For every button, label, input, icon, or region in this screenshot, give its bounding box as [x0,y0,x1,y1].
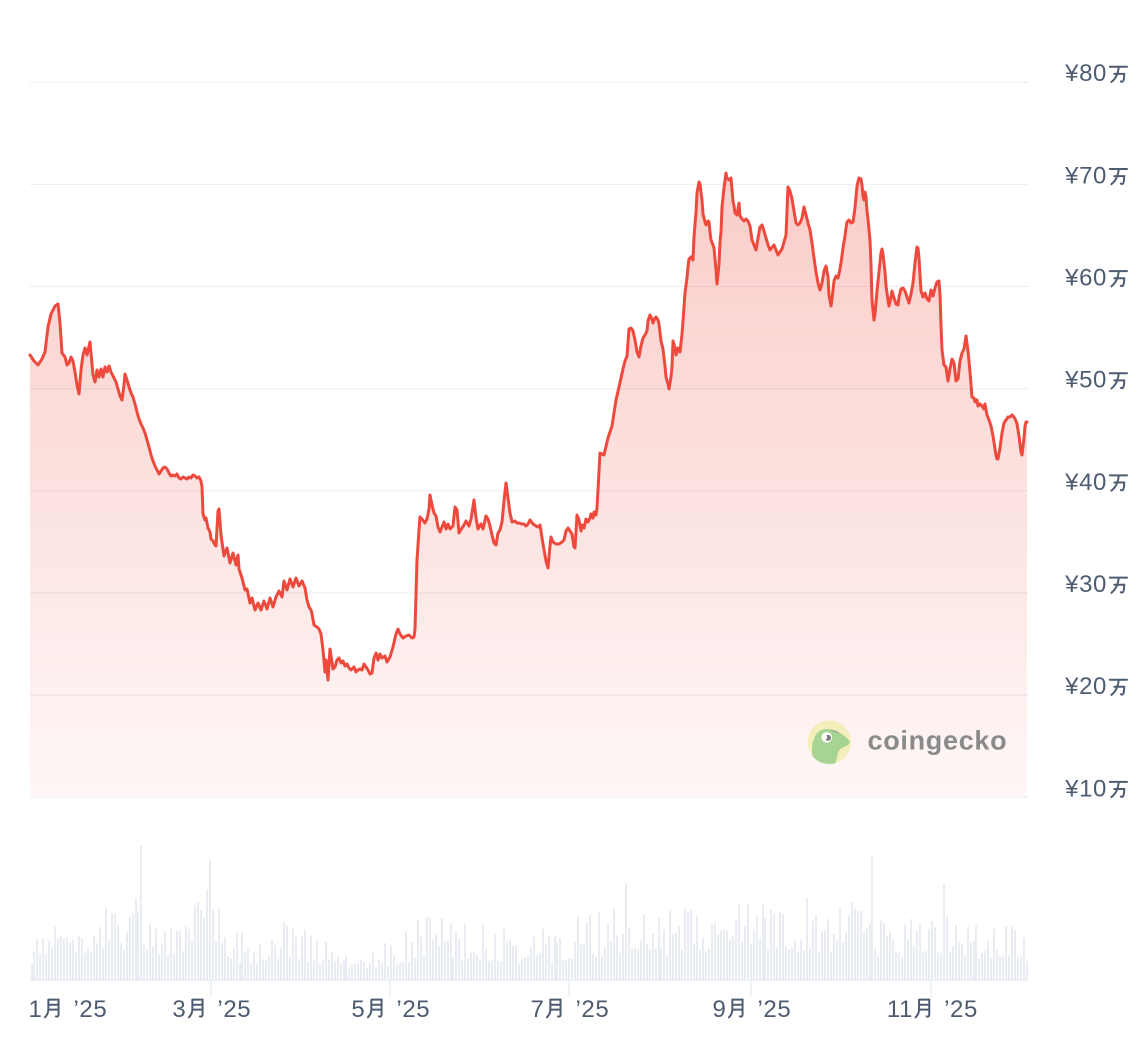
svg-text:1: 1 [28,996,42,1023]
svg-text:9: 9 [712,996,726,1023]
svg-text:¥40: ¥40 [1064,469,1107,496]
svg-text:’25: ’25 [576,996,610,1023]
svg-text:¥80: ¥80 [1064,60,1107,87]
svg-text:¥20: ¥20 [1064,673,1107,700]
svg-text:’25: ’25 [396,996,430,1023]
svg-text:¥10: ¥10 [1064,775,1107,802]
svg-text:5: 5 [351,996,365,1023]
svg-text:7: 7 [530,996,544,1023]
svg-text:3: 3 [172,996,186,1023]
svg-text:’25: ’25 [74,996,108,1023]
svg-text:’25: ’25 [758,996,792,1023]
svg-text:11: 11 [887,996,913,1023]
svg-text:¥70: ¥70 [1064,162,1107,189]
svg-text:¥50: ¥50 [1064,367,1107,394]
svg-text:¥60: ¥60 [1064,265,1107,292]
svg-text:coingecko: coingecko [868,726,1008,756]
svg-text:’25: ’25 [217,996,251,1023]
svg-text:¥30: ¥30 [1064,571,1107,598]
svg-text:’25: ’25 [944,996,978,1023]
